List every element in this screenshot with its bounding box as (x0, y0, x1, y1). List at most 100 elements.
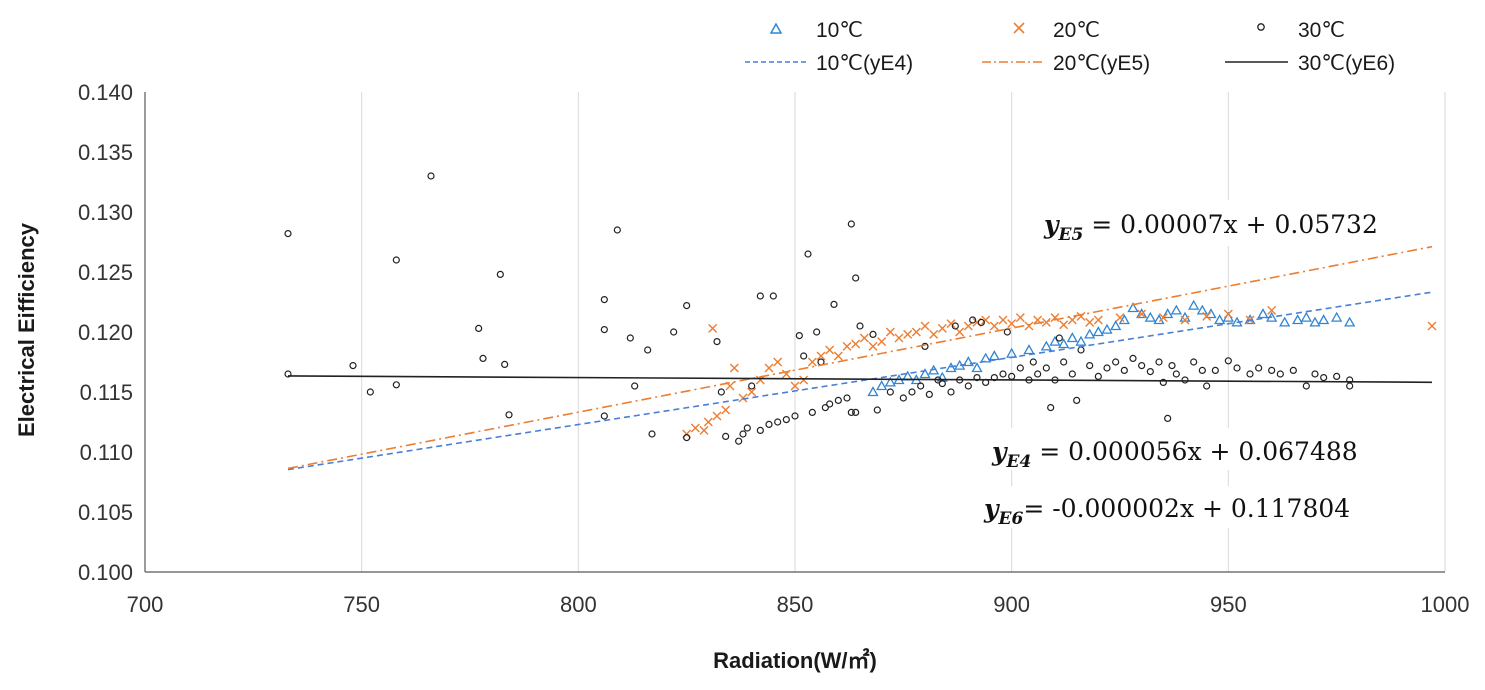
point-20c-56 (1223, 309, 1233, 319)
point-30c-21 (683, 302, 691, 310)
point-20c-2 (699, 425, 709, 435)
equation-e6: yE6= -0.000002x + 0.117804 (983, 494, 1350, 529)
point-20c-58 (1267, 305, 1277, 315)
point-20c-35 (963, 321, 973, 331)
point-20c-59 (1427, 321, 1437, 331)
point-30c-109 (1268, 366, 1276, 374)
point-30c-104 (1211, 366, 1219, 374)
point-10c-6 (919, 368, 931, 379)
point-10c-11 (962, 356, 974, 367)
point-20c-5 (712, 411, 722, 421)
point-20c-44 (1041, 317, 1051, 327)
point-10c-27 (1127, 302, 1139, 313)
point-20c-3 (703, 417, 713, 427)
point-20c-38 (989, 321, 999, 331)
point-30c-75 (1016, 364, 1024, 372)
equation-e4: yE4 = 0.000056x + 0.067488 (991, 437, 1358, 472)
point-30c-111 (1289, 366, 1297, 374)
y-tick-label-0.130: 0.130 (78, 200, 133, 225)
point-30c-88 (1094, 372, 1102, 380)
point-30c-117 (1346, 382, 1354, 390)
x-tick-label-800: 800 (560, 592, 597, 617)
x-tick-label-900: 900 (993, 592, 1030, 617)
point-30c-10 (501, 360, 509, 368)
point-20c-53 (1158, 313, 1168, 323)
point-30c-101 (1190, 358, 1198, 366)
point-20c-15 (790, 381, 800, 391)
point-30c-15 (613, 226, 621, 234)
point-10c-13 (980, 352, 992, 363)
point-30c-35 (782, 416, 790, 424)
equation-e5-background (1038, 200, 1430, 246)
point-30c-3 (366, 388, 374, 396)
point-10c-47 (1318, 314, 1330, 325)
point-20c-34 (955, 327, 965, 337)
legend-item-20c-fit: 20℃(yE5) (982, 52, 1150, 75)
fit-lines (287, 245, 1433, 471)
point-10c-28 (1136, 308, 1148, 319)
point-30c-66 (964, 382, 972, 390)
equation-e4-background (978, 428, 1390, 470)
legend: 10℃ 20℃ 30℃ 10℃(yE4) 20℃(yE5) 30℃(yE6) (745, 19, 1395, 75)
point-20c-37 (981, 315, 991, 325)
fit-line-6 (287, 375, 1433, 384)
point-30c-30 (756, 292, 764, 300)
point-30c-72 (999, 370, 1007, 378)
point-30c-114 (1320, 374, 1328, 382)
point-30c-85 (1073, 396, 1081, 404)
point-30c-22 (683, 434, 691, 442)
legend-item-10c: 10℃ (769, 19, 863, 42)
point-30c-40 (808, 408, 816, 416)
y-axis-title: Electrical Eifficiency (14, 222, 39, 437)
point-10c-25 (1110, 320, 1122, 331)
point-30c-83 (1060, 358, 1068, 366)
point-10c-20 (1066, 332, 1078, 343)
equation-e6-background (968, 486, 1414, 528)
point-10c-0 (867, 386, 879, 397)
point-30c-105 (1224, 357, 1232, 365)
point-30c-96 (1159, 378, 1167, 386)
point-30c-9 (496, 270, 504, 278)
point-20c-4 (708, 323, 718, 333)
point-30c-0 (284, 230, 292, 238)
point-30c-51 (852, 408, 860, 416)
point-30c-95 (1155, 358, 1163, 366)
point-10c-37 (1214, 314, 1226, 325)
point-20c-24 (868, 341, 878, 351)
point-30c-102 (1198, 366, 1206, 374)
point-30c-94 (1146, 368, 1154, 376)
fit-line-5 (287, 245, 1433, 470)
y-tick-label-0.125: 0.125 (78, 260, 133, 285)
y-tick-label-0.135: 0.135 (78, 140, 133, 165)
point-30c-45 (830, 300, 838, 308)
point-30c-53 (869, 330, 877, 338)
legend-item-10c-fit: 10℃(yE4) (745, 52, 913, 75)
point-30c-63 (947, 388, 955, 396)
point-20c-14 (781, 369, 791, 379)
point-30c-82 (1055, 334, 1063, 342)
point-30c-100 (1181, 376, 1189, 384)
point-20c-51 (1115, 313, 1125, 323)
point-30c-98 (1168, 362, 1176, 370)
point-30c-113 (1311, 370, 1319, 378)
y-tick-label-0.100: 0.100 (78, 560, 133, 585)
point-30c-56 (899, 394, 907, 402)
legend-label-20c-fit: 20℃(yE5) (1053, 52, 1150, 75)
point-30c-7 (475, 324, 483, 332)
point-10c-17 (1040, 340, 1052, 351)
legend-item-30c: 30℃ (1257, 19, 1345, 42)
point-10c-31 (1162, 308, 1174, 319)
point-30c-54 (873, 406, 881, 414)
point-20c-6 (721, 405, 731, 415)
x-tick-label-750: 750 (343, 592, 380, 617)
point-30c-44 (826, 400, 834, 408)
point-30c-2 (349, 362, 357, 370)
point-30c-108 (1255, 364, 1263, 372)
point-30c-12 (600, 296, 608, 304)
point-30c-49 (847, 220, 855, 228)
point-10c-23 (1092, 326, 1104, 337)
point-20c-46 (1059, 320, 1069, 330)
point-30c-64 (951, 322, 959, 330)
point-30c-25 (722, 432, 730, 440)
